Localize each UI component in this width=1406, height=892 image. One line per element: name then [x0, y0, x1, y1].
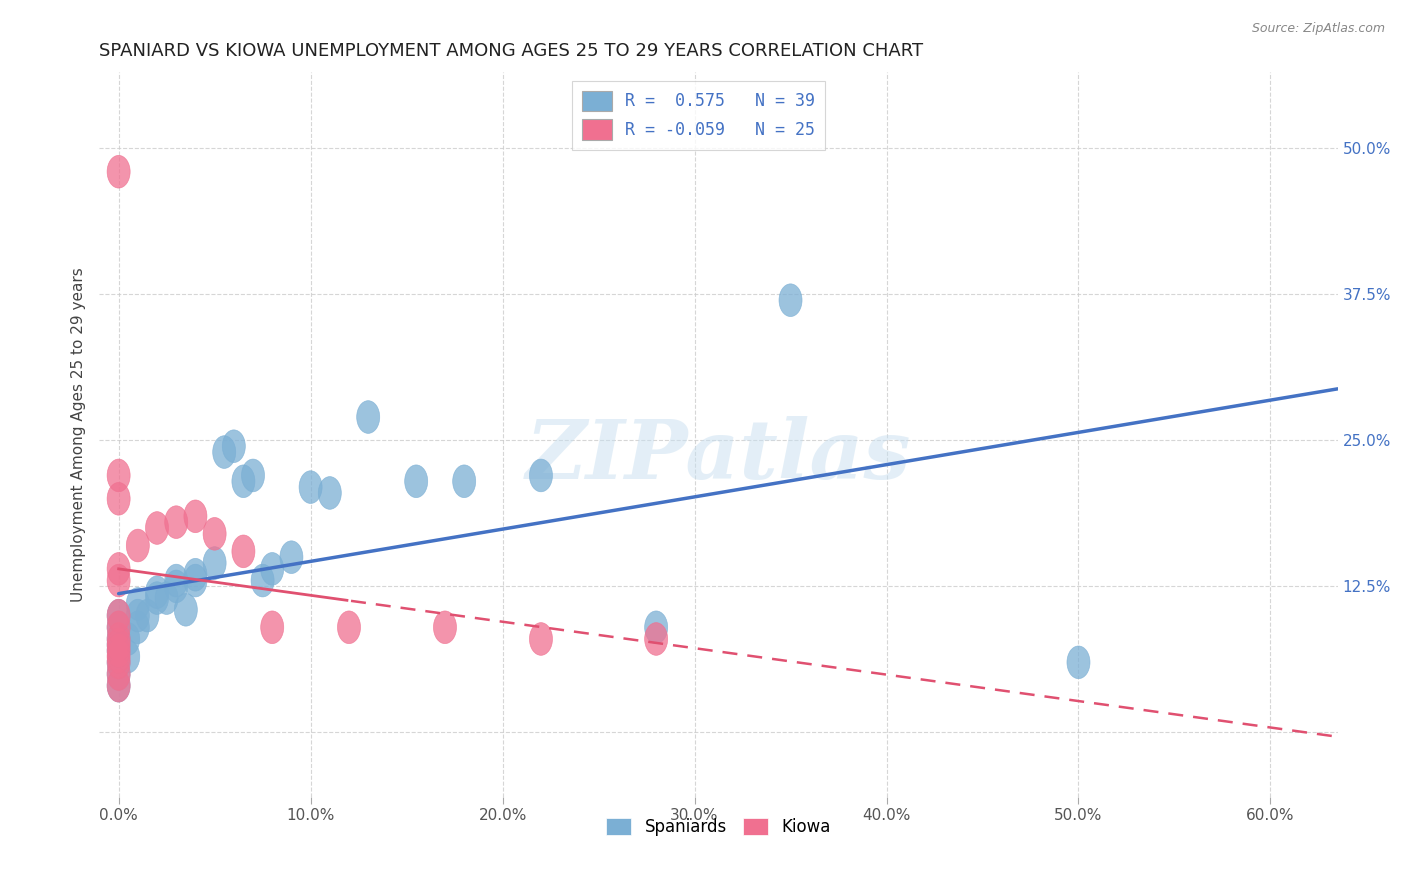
Ellipse shape [107, 657, 131, 690]
Ellipse shape [453, 465, 475, 498]
Ellipse shape [174, 593, 197, 626]
Ellipse shape [222, 430, 245, 463]
Ellipse shape [405, 465, 427, 498]
Ellipse shape [107, 599, 131, 632]
Ellipse shape [107, 640, 131, 673]
Ellipse shape [530, 623, 553, 656]
Ellipse shape [127, 529, 149, 562]
Text: ZIPatlas: ZIPatlas [526, 417, 911, 496]
Ellipse shape [107, 483, 131, 516]
Ellipse shape [155, 582, 179, 615]
Ellipse shape [107, 155, 131, 188]
Ellipse shape [107, 565, 131, 597]
Ellipse shape [145, 512, 169, 544]
Ellipse shape [779, 284, 801, 317]
Ellipse shape [644, 611, 668, 644]
Text: SPANIARD VS KIOWA UNEMPLOYMENT AMONG AGES 25 TO 29 YEARS CORRELATION CHART: SPANIARD VS KIOWA UNEMPLOYMENT AMONG AGE… [100, 42, 924, 60]
Ellipse shape [1067, 646, 1090, 679]
Ellipse shape [107, 669, 131, 702]
Ellipse shape [107, 669, 131, 702]
Ellipse shape [184, 565, 207, 597]
Ellipse shape [202, 547, 226, 580]
Ellipse shape [318, 476, 342, 509]
Ellipse shape [107, 634, 131, 667]
Ellipse shape [260, 552, 284, 585]
Legend: R =  0.575   N = 39, R = -0.059   N = 25: R = 0.575 N = 39, R = -0.059 N = 25 [572, 81, 825, 150]
Ellipse shape [252, 565, 274, 597]
Ellipse shape [107, 611, 131, 644]
Ellipse shape [127, 599, 149, 632]
Text: Source: ZipAtlas.com: Source: ZipAtlas.com [1251, 22, 1385, 36]
Ellipse shape [260, 611, 284, 644]
Ellipse shape [242, 459, 264, 491]
Ellipse shape [232, 535, 254, 567]
Ellipse shape [232, 465, 254, 498]
Ellipse shape [107, 552, 131, 585]
Ellipse shape [644, 623, 668, 656]
Ellipse shape [357, 401, 380, 434]
Ellipse shape [145, 576, 169, 608]
Ellipse shape [107, 646, 131, 679]
Ellipse shape [107, 599, 131, 632]
Ellipse shape [433, 611, 457, 644]
Ellipse shape [107, 629, 131, 661]
Ellipse shape [145, 582, 169, 615]
Ellipse shape [280, 541, 302, 574]
Ellipse shape [184, 500, 207, 533]
Ellipse shape [212, 435, 236, 468]
Ellipse shape [127, 588, 149, 620]
Ellipse shape [107, 634, 131, 667]
Ellipse shape [127, 611, 149, 644]
Ellipse shape [165, 570, 188, 603]
Ellipse shape [136, 599, 159, 632]
Ellipse shape [107, 657, 131, 690]
Ellipse shape [202, 517, 226, 550]
Ellipse shape [107, 629, 131, 661]
Ellipse shape [337, 611, 360, 644]
Ellipse shape [107, 646, 131, 679]
Ellipse shape [165, 565, 188, 597]
Ellipse shape [107, 623, 131, 656]
Ellipse shape [107, 623, 131, 656]
Y-axis label: Unemployment Among Ages 25 to 29 years: Unemployment Among Ages 25 to 29 years [72, 268, 86, 602]
Ellipse shape [107, 611, 131, 644]
Ellipse shape [117, 640, 139, 673]
Ellipse shape [165, 506, 188, 539]
Ellipse shape [117, 623, 139, 656]
Ellipse shape [530, 459, 553, 491]
Ellipse shape [184, 558, 207, 591]
Ellipse shape [299, 471, 322, 503]
Ellipse shape [107, 459, 131, 491]
